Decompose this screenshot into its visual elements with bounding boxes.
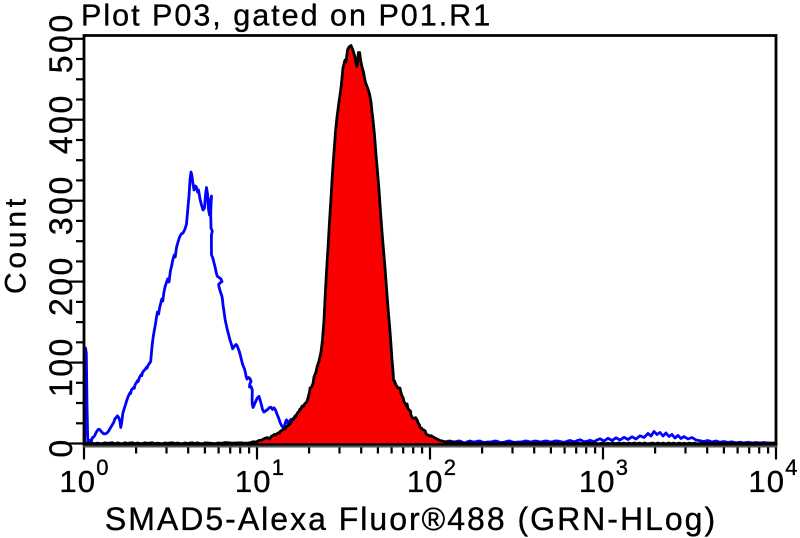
svg-text:300: 300 [43,174,79,235]
svg-text:200: 200 [43,255,79,316]
svg-text:SMAD5-Alexa Fluor®488 (GRN-HLo: SMAD5-Alexa Fluor®488 (GRN-HLog) [105,501,717,537]
svg-text:100: 100 [43,336,79,397]
svg-text:Count: Count [0,195,33,294]
svg-text:Plot P03, gated on P01.R1: Plot P03, gated on P01.R1 [81,0,492,33]
svg-text:0: 0 [43,437,79,457]
svg-text:400: 400 [43,93,79,154]
svg-text:500: 500 [43,12,79,73]
